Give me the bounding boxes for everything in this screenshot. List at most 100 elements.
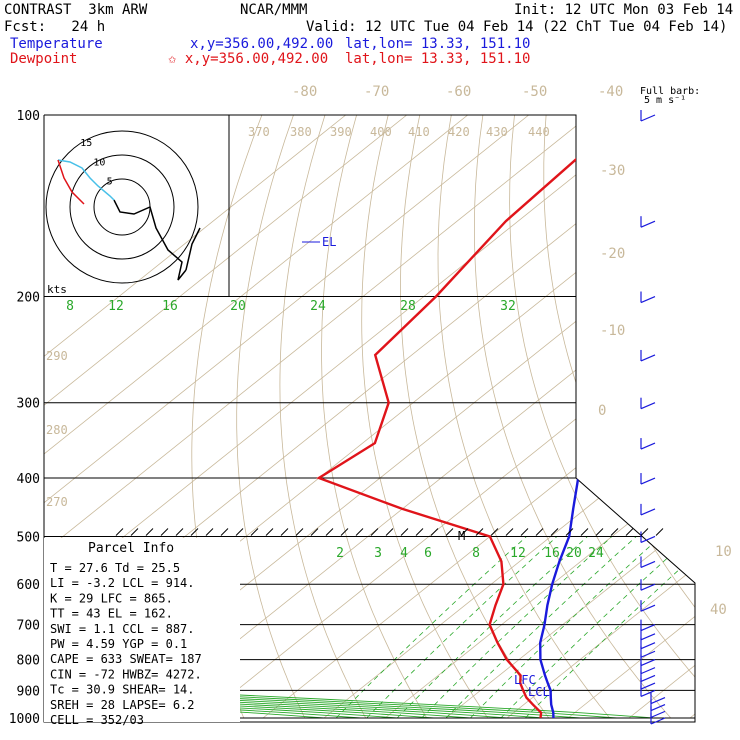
wind-barb-staff [640,220,656,228]
theta-label: 420 [448,125,470,139]
hatch-mark [355,528,364,536]
parcel-info-row: LI = -3.2 LCL = 914. [50,576,195,590]
mixing-ratio-label: 20 [566,546,582,561]
dewpoint-latlon: lat,lon= 13.33, 151.10 [345,51,531,67]
dry-adiabat-line [236,115,306,719]
mixing-ratio-line [366,536,558,719]
hodograph-ring-label: 5 [107,177,113,188]
mixing-ratio-line [396,536,588,719]
dry-adiabat-line [437,115,611,719]
mixing-ratio-label: 16 [544,546,560,561]
pressure-tick-label: 900 [17,684,40,699]
temperature-latlon: lat,lon= 13.33, 151.10 [345,36,531,52]
isotherm-line [44,115,346,719]
wind-barb-staff [650,710,666,718]
dry-adiabat-line [543,115,695,719]
dry-adiabat-line [400,115,550,719]
isotherm-line [201,115,695,719]
hatch-mark [520,528,529,536]
mixing-ratio-label: 12 [510,546,526,561]
mixing-ratio-line [445,536,637,719]
mixing-ratio-line [470,536,661,719]
dewpoint-xy: ✩ x,y=356.00,492.00 [168,51,329,67]
hatch-mark [400,528,409,536]
hatch-mark [430,528,439,536]
pressure-tick-label: 500 [17,530,40,545]
wind-barb-staff [640,354,656,362]
dewpoint-legend: Dewpoint [10,51,78,67]
isotherm-line [44,115,651,719]
hatch-mark [490,528,499,536]
theta-label: 370 [248,125,270,139]
parcel-info-title: Parcel Info [88,541,174,556]
isotherm-label: -60 [446,84,471,100]
mixing-ratio-line [335,536,527,719]
wind-barb-staff [640,604,656,612]
isotherm-label: -30 [600,163,625,179]
hatch-mark [610,528,619,536]
parcel-info-row: TT = 43 EL = 162. [50,607,173,621]
mixing-ratio-label: 12 [108,299,124,314]
mixing-ratio-label: 8 [472,546,480,561]
parcel-info-box [44,538,240,722]
pressure-tick-label: 700 [17,619,40,634]
wind-barb-staff [640,560,656,568]
isotherm-line [44,115,407,719]
isotherm-line [44,115,590,719]
temperature-legend: Temperature [10,36,103,52]
mixing-ratio-label: 4 [400,546,408,561]
isotherm-label: 40 [710,602,727,618]
wind-barb-staff [650,704,666,712]
hatch-mark [130,528,139,536]
hatch-mark [205,528,214,536]
hodograph-trace-mid [185,227,201,271]
hatch-mark [475,528,484,536]
hatch-mark [505,528,514,536]
hatch-mark [370,528,379,536]
pressure-tick-label: 100 [17,109,40,124]
hatch-mark [145,528,154,536]
hatch-mark [595,528,604,536]
wind-barb-staff [650,697,666,705]
isotherm-label: -20 [600,246,625,262]
pressure-tick-label: 800 [17,654,40,669]
theta-label: 410 [408,125,430,139]
parcel-info-row: SREH = 28 LAPSE= 6.2 [50,698,195,712]
wind-barb-staff [640,477,656,485]
isotherm-label: -70 [364,84,389,100]
mixing-ratio-line [421,536,613,719]
lcl-level-label: LCL [528,685,550,699]
barb-key-units: 5 m s⁻¹ [644,95,687,106]
hatch-mark [580,528,589,536]
hatch-mark [640,528,649,536]
hatch-mark [625,528,634,536]
mixing-ratio-label: 24 [310,299,326,314]
isotherm-line [445,115,695,719]
isotherm-line [323,115,695,719]
mixing-ratio-label: 6 [424,546,432,561]
wind-barb-staff [640,667,656,675]
theta-label: 270 [46,495,68,509]
parcel-info-row: CIN = -72 HWBZ= 4272. [50,667,202,681]
hatch-mark [550,528,559,536]
isotherm-label: -50 [522,84,547,100]
parcel-info-row: SWI = 1.1 CCL = 887. [50,622,195,636]
hatch-mark [460,528,469,536]
hatch-mark [310,528,319,536]
barb-key-title: Full barb: [640,86,701,97]
hatch-mark [235,528,244,536]
parcel-info-row: T = 27.6 Td = 25.5 [50,561,180,575]
wind-barb-staff [640,642,656,650]
hatch-mark [115,528,124,536]
pressure-tick-label: 300 [17,397,40,412]
wind-barb-staff [640,535,656,544]
wind-barb-staff [640,674,656,682]
wind-barb-staff [640,624,656,632]
source-label: NCAR/MMM [240,2,308,18]
isotherm-line [140,115,695,719]
hatch-mark [445,528,454,536]
wind-barb-staff [640,633,656,641]
mixing-ratio-label: 32 [500,299,516,314]
mixing-ratio-label: 24 [588,546,604,561]
